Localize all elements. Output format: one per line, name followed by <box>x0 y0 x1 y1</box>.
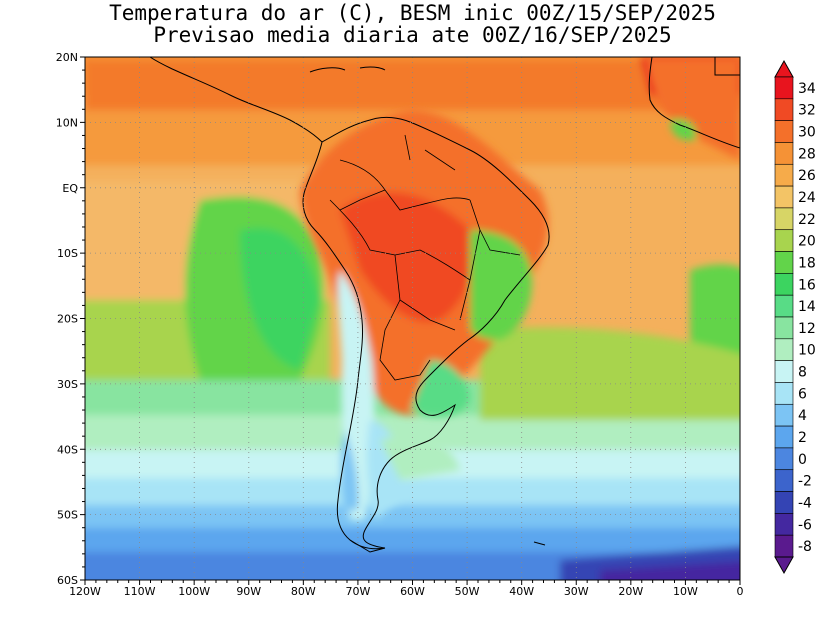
x-tick-label: 120W <box>69 585 101 598</box>
colorbar-swatch <box>774 185 794 209</box>
x-tick-label: 110W <box>124 585 156 598</box>
colorbar-swatch <box>774 469 794 492</box>
x-tick-label: 80W <box>291 585 316 598</box>
colorbar-swatch <box>774 120 794 143</box>
colorbar-label: 34 <box>798 81 816 97</box>
x-tick-label: 100W <box>178 585 210 598</box>
x-tick-label: 90W <box>236 585 261 598</box>
country-borders <box>329 134 521 381</box>
colorbar-label: 6 <box>798 386 807 402</box>
colorbar-label: 26 <box>798 168 816 184</box>
colorbar-label: 28 <box>798 146 816 162</box>
colorbar-swatch <box>774 382 794 405</box>
y-tick-label: 10S <box>57 247 78 260</box>
y-tick-label: 40S <box>57 443 78 456</box>
colorbar-label: 2 <box>798 430 807 446</box>
colorbar-label: 12 <box>798 321 816 337</box>
x-tick-label: 40W <box>509 585 534 598</box>
colorbar-label: 22 <box>798 212 816 228</box>
colorbar-swatch <box>774 229 794 252</box>
x-tick-label: 30W <box>564 585 589 598</box>
colorbar-swatch <box>774 447 794 471</box>
colorbar-bottom-arrow <box>774 556 794 575</box>
colorbar-swatch <box>774 207 794 231</box>
colorbar-label: -6 <box>798 517 812 533</box>
grid-lines <box>85 57 740 580</box>
y-tick-label: 20S <box>57 313 78 326</box>
x-tick-label: 50W <box>455 585 480 598</box>
colorbar-swatch <box>774 360 794 383</box>
x-tick-label: 70W <box>345 585 370 598</box>
colorbar-swatch <box>774 163 794 187</box>
y-tick-label: 20N <box>56 51 78 64</box>
colorbar-swatch <box>774 251 794 274</box>
colorbar-swatch <box>774 425 794 449</box>
map-title-line-2: Previsao media diaria ate 00Z/16/SEP/202… <box>153 23 672 47</box>
colorbar-label: 20 <box>798 234 816 250</box>
colorbar-label: 24 <box>798 190 816 206</box>
colorbar-label: 4 <box>798 408 807 424</box>
colorbar-label: -8 <box>798 539 812 555</box>
colorbar-label: -2 <box>798 474 812 490</box>
x-axis: 120W 110W 100W 90W 80W 70W 60W 50W 40W 30W 20W 10W 0 <box>69 580 744 598</box>
y-tick-label: 60S <box>57 574 78 587</box>
y-tick-label: EQ <box>62 182 78 195</box>
colorbar-label: 8 <box>798 365 807 381</box>
colorbar-swatch <box>774 98 794 121</box>
x-tick-label: 60W <box>400 585 425 598</box>
y-axis: 20N 10N EQ 10S 20S 30S 40S 50S 60S <box>56 51 85 587</box>
y-tick-label: 50S <box>57 509 78 522</box>
colorbar-label: 14 <box>798 299 816 315</box>
coastlines <box>149 57 740 553</box>
colorbar-top-arrow <box>774 59 794 78</box>
colorbar-swatch <box>774 338 794 361</box>
colorbar-swatch <box>774 76 794 100</box>
x-tick-label: 20W <box>618 585 643 598</box>
colorbar-label: 10 <box>798 343 816 359</box>
colorbar-label: 0 <box>798 452 807 468</box>
colorbar-swatch <box>774 491 794 514</box>
colorbar-swatch <box>774 513 794 536</box>
x-tick-label: 10W <box>673 585 698 598</box>
colorbar-swatch <box>774 534 794 558</box>
colorbar-label: 30 <box>798 125 816 141</box>
y-tick-label: 30S <box>57 378 78 391</box>
map-title-line-1: Temperatura do ar (C), BESM inic 00Z/15/… <box>109 1 716 25</box>
colorbar-label: 18 <box>798 255 816 271</box>
y-tick-label: 10N <box>56 116 78 129</box>
colorbar-label: 32 <box>798 103 816 119</box>
colorbar-swatch <box>774 273 794 296</box>
colorbar-swatch <box>774 142 794 165</box>
colorbar-label: -4 <box>798 495 812 511</box>
temperature-field <box>85 57 740 580</box>
colorbar-swatch <box>774 294 794 318</box>
colorbar-label: 16 <box>798 277 816 293</box>
x-tick-label: 0 <box>737 585 744 598</box>
colorbar-swatch <box>774 316 794 340</box>
colorbar-swatch <box>774 403 794 427</box>
